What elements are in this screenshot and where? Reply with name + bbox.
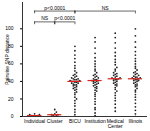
svg-text:Institution: Institution [84, 118, 106, 124]
svg-text:NS: NS [102, 5, 110, 11]
svg-text:Cluster: Cluster [47, 118, 63, 124]
svg-text:Individual: Individual [24, 118, 45, 124]
svg-text:20: 20 [8, 96, 14, 102]
svg-text:p<0.0001: p<0.0001 [54, 15, 75, 21]
svg-text:p<0.0001: p<0.0001 [44, 5, 65, 11]
svg-text:0: 0 [11, 113, 14, 119]
svg-text:Pairwise SNP distance: Pairwise SNP distance [4, 34, 10, 85]
svg-text:NS: NS [41, 15, 49, 21]
svg-text:Illinois: Illinois [128, 118, 142, 124]
svg-text:BICU: BICU [69, 118, 81, 124]
svg-text:100: 100 [5, 25, 14, 31]
svg-text:40: 40 [7, 78, 14, 84]
svg-text:60: 60 [7, 60, 14, 67]
svg-text:80: 80 [7, 42, 14, 49]
svg-text:MedicalCenter: MedicalCenter [107, 118, 124, 129]
